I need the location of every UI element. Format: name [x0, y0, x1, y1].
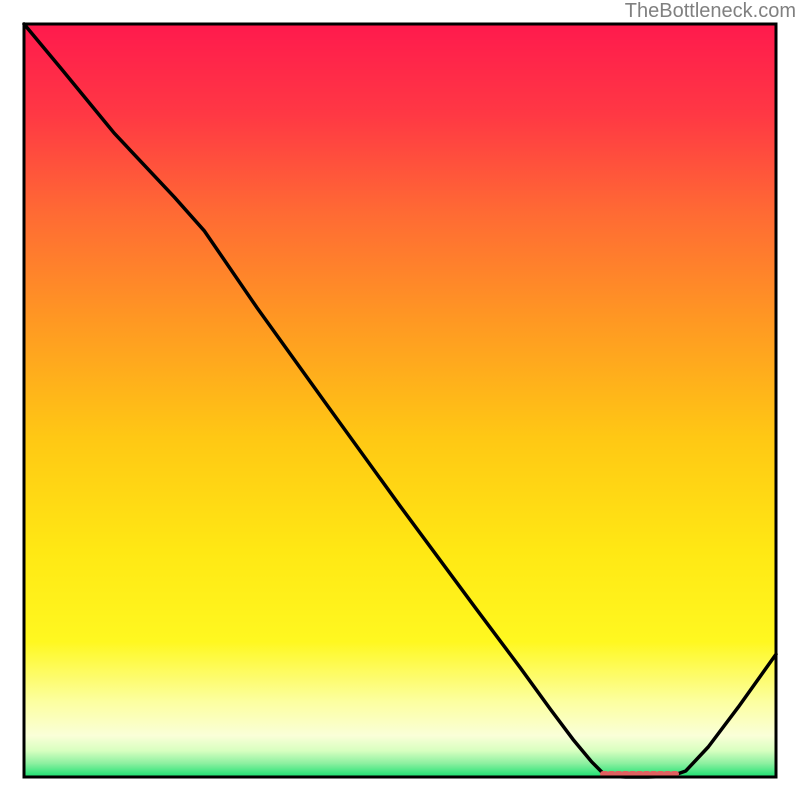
plot-background — [24, 24, 776, 777]
chart-svg — [0, 0, 800, 800]
attribution-label: TheBottleneck.com — [625, 0, 796, 23]
chart-container: TheBottleneck.com — [0, 0, 800, 800]
